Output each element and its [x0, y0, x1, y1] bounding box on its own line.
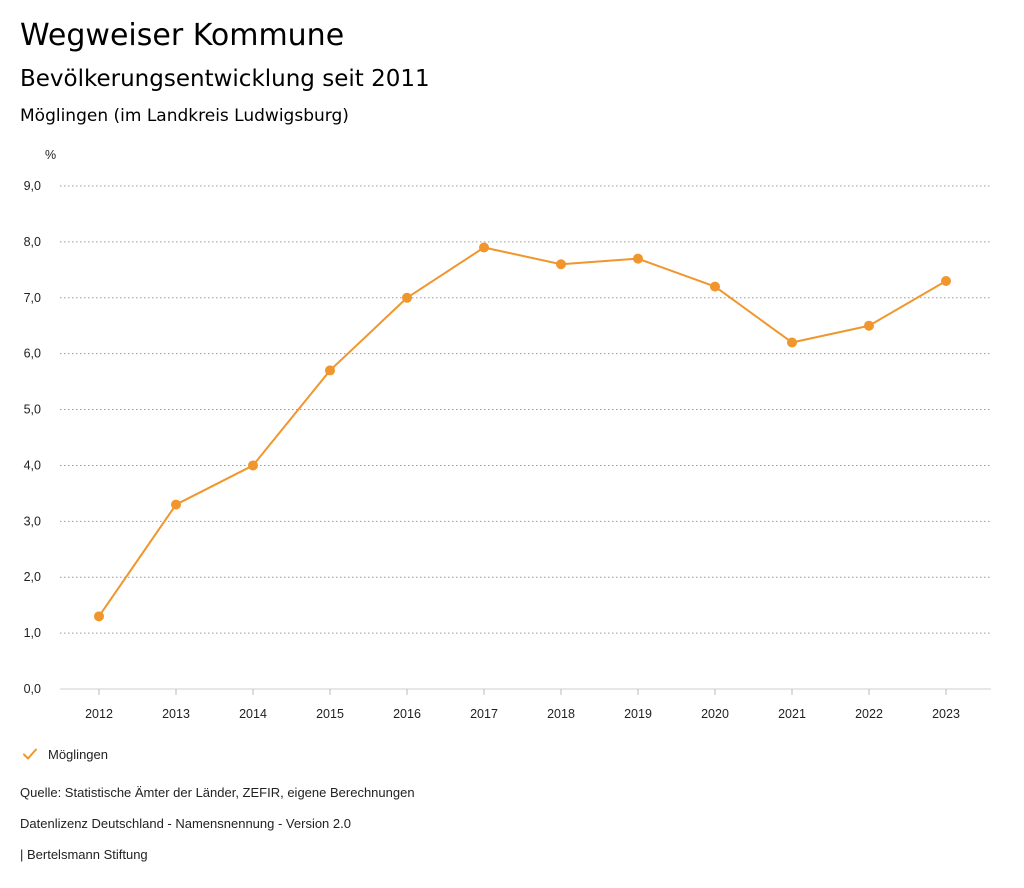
y-tick-label: 3,0 [24, 514, 41, 528]
data-point[interactable] [325, 365, 335, 376]
y-tick-label: 1,0 [24, 626, 41, 640]
source-note: Quelle: Statistische Ämter der Länder, Z… [20, 785, 415, 800]
data-point[interactable] [787, 337, 797, 348]
x-tick-label: 2016 [393, 707, 421, 721]
series-layer [94, 242, 951, 622]
line-chart: % 0,01,02,03,04,05,06,07,08,09,0 2012 201… [24, 148, 991, 721]
data-point[interactable] [556, 259, 566, 270]
data-point[interactable] [864, 320, 874, 331]
x-tick-label: 2018 [547, 707, 575, 721]
license-note: Datenlizenz Deutschland - Namensnennung … [20, 816, 351, 831]
x-tick-label: 2022 [855, 707, 883, 721]
x-tick-label: 2023 [932, 707, 960, 721]
y-axis-ticks: 0,0 1,0 2,0 3,0 4,0 5,0 6,0 7,0 8,0 9,0 [24, 179, 41, 696]
data-point[interactable] [171, 499, 181, 510]
y-unit-label: % [45, 148, 56, 162]
chart-title: Wegweiser Kommune [20, 18, 345, 53]
publisher-note: | Bertelsmann Stiftung [20, 847, 148, 862]
data-point[interactable] [710, 281, 720, 292]
region-label: Möglingen (im Landkreis Ludwigsburg) [20, 106, 349, 126]
data-point[interactable] [248, 460, 258, 471]
series-line [98, 246, 947, 617]
data-point[interactable] [479, 242, 489, 253]
chart-subtitle: Bevölkerungsentwicklung seit 2011 [20, 66, 430, 92]
y-tick-label: 5,0 [24, 403, 41, 417]
x-tick-label: 2015 [316, 707, 344, 721]
x-tick-label: 2019 [624, 707, 652, 721]
y-tick-label: 6,0 [24, 347, 41, 361]
data-point[interactable] [94, 611, 104, 622]
data-point[interactable] [402, 292, 412, 303]
check-icon [23, 748, 37, 760]
y-tick-label: 9,0 [24, 179, 41, 193]
legend[interactable]: Möglingen [22, 744, 108, 764]
x-tick-label: 2021 [778, 707, 806, 721]
grid-lines [60, 185, 991, 634]
y-tick-label: 7,0 [24, 291, 41, 305]
x-tick-label: 2017 [470, 707, 498, 721]
y-tick-label: 4,0 [24, 458, 41, 472]
legend-label: Möglingen [48, 746, 108, 762]
data-point[interactable] [633, 253, 643, 264]
y-tick-label: 0,0 [24, 682, 41, 696]
y-tick-label: 8,0 [24, 235, 41, 249]
data-point[interactable] [941, 276, 951, 287]
x-tick-label: 2014 [239, 707, 267, 721]
x-axis: 2012 2013 2014 2015 2016 2017 2018 2019 2020 2021… [60, 688, 991, 721]
x-tick-label: 2020 [701, 707, 729, 721]
y-tick-label: 2,0 [24, 570, 41, 584]
x-tick-label: 2013 [162, 707, 190, 721]
x-tick-label: 2012 [85, 707, 113, 721]
